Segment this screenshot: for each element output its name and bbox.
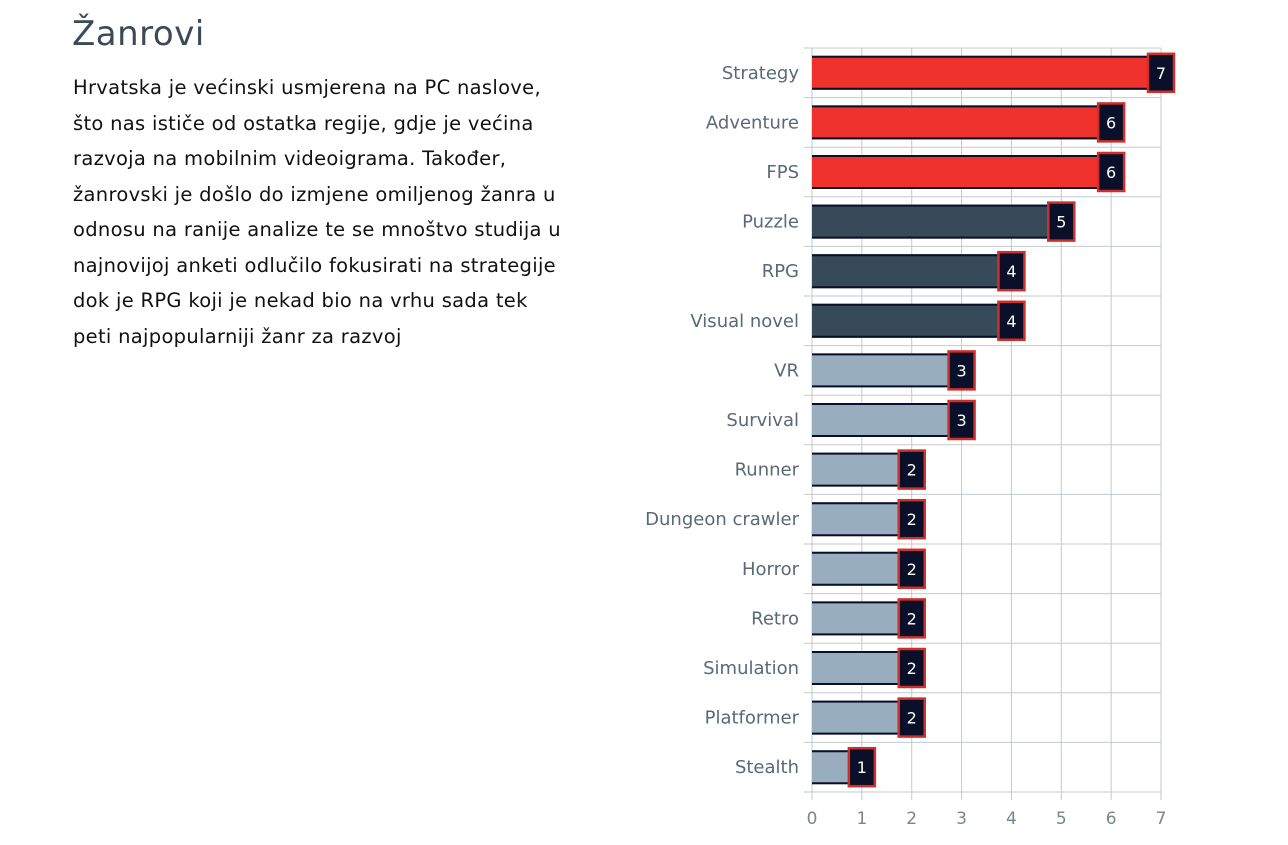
bar (812, 155, 1112, 189)
category-label: Horror (742, 559, 800, 580)
value-label: 6 (1106, 163, 1116, 182)
x-tick-label: 0 (807, 809, 818, 829)
category-label: VR (774, 360, 799, 381)
bar (812, 204, 1062, 239)
value-label-box (847, 746, 877, 788)
x-tick-label: 4 (1006, 809, 1017, 829)
value-label: 1 (857, 758, 867, 777)
value-label: 4 (1006, 262, 1016, 281)
bar (812, 502, 912, 537)
category-label: Puzzle (742, 212, 799, 233)
value-label: 6 (1106, 113, 1116, 132)
value-label: 2 (907, 659, 917, 678)
value-label-box (897, 598, 926, 639)
bar (812, 403, 962, 437)
category-label: Dungeon crawler (645, 509, 799, 530)
value-label-box (897, 647, 926, 689)
bar (812, 55, 1161, 90)
value-label-box (997, 300, 1026, 342)
bar (812, 700, 912, 735)
x-tick-label: 6 (1106, 809, 1117, 829)
bar (812, 303, 1012, 338)
value-label-box (997, 250, 1026, 292)
value-label: 3 (956, 411, 966, 430)
value-label-box (897, 548, 926, 590)
value-label-box (1047, 201, 1076, 242)
value-label: 5 (1056, 213, 1066, 232)
value-label-box (947, 350, 976, 391)
bar (812, 452, 912, 487)
category-label: Platformer (705, 708, 800, 729)
category-label: FPS (766, 162, 799, 183)
value-label: 2 (907, 609, 917, 628)
value-label-box (897, 498, 926, 540)
value-label-box (947, 399, 976, 441)
category-label: Strategy (722, 63, 799, 84)
bar (812, 353, 962, 388)
bar (812, 651, 912, 685)
bar (812, 551, 912, 586)
value-label: 2 (907, 709, 917, 728)
section-title: Žanrovi (72, 14, 205, 54)
x-tick-label: 3 (956, 809, 967, 829)
value-label-box (1096, 151, 1126, 193)
value-label-box (1096, 102, 1126, 143)
value-label: 2 (907, 510, 917, 529)
value-label-box (897, 449, 926, 490)
value-label-box (1146, 52, 1176, 94)
section-text: Hrvatska je većinski usmjerena na PC nas… (73, 76, 561, 348)
value-label: 4 (1006, 312, 1016, 331)
category-label: Adventure (706, 112, 799, 133)
value-label: 3 (956, 361, 966, 380)
value-label-box (897, 697, 926, 738)
value-label: 2 (907, 560, 917, 579)
category-label: Retro (751, 608, 799, 629)
category-label: Runner (735, 460, 800, 481)
category-label: Stealth (735, 757, 799, 778)
x-tick-label: 7 (1156, 809, 1167, 829)
category-label: Visual novel (690, 311, 799, 332)
bar (812, 105, 1112, 140)
category-label: Simulation (703, 658, 799, 679)
bar (812, 254, 1012, 289)
x-tick-label: 5 (1056, 809, 1067, 829)
category-label: Survival (726, 410, 799, 431)
value-label: 2 (907, 461, 917, 480)
x-tick-label: 2 (906, 809, 917, 829)
x-tick-label: 1 (856, 809, 867, 829)
value-label: 7 (1156, 64, 1166, 83)
category-label: RPG (762, 261, 799, 282)
bar (812, 601, 912, 636)
